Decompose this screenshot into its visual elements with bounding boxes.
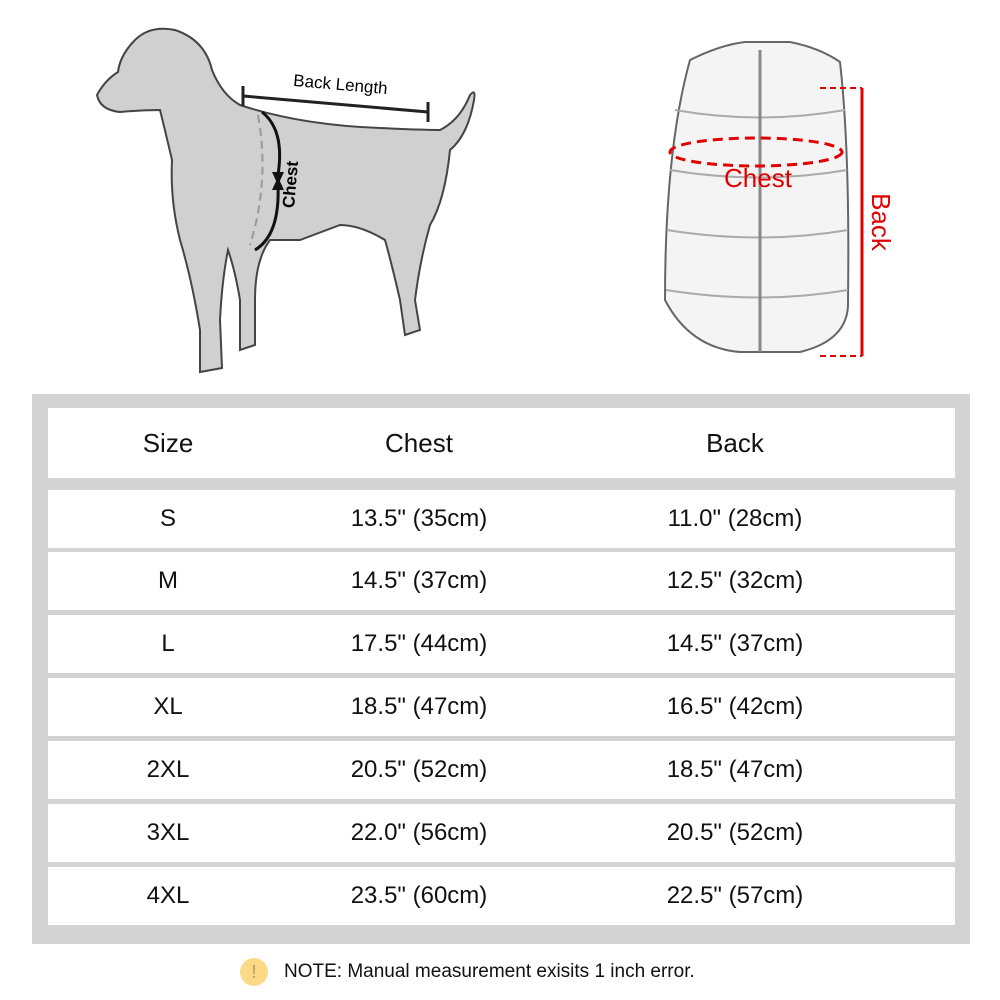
cell-back: 16.5" (42cm) bbox=[666, 693, 804, 720]
dog-silhouette: Back Length Chest bbox=[95, 27, 476, 374]
cell-back: 22.5" (57cm) bbox=[666, 882, 804, 909]
cell-chest: 17.5" (44cm) bbox=[350, 630, 488, 657]
cell-chest: 23.5" (60cm) bbox=[350, 882, 488, 909]
table-row: 3XL 22.0" (56cm) 20.5" (52cm) bbox=[48, 804, 955, 862]
cell-size: XL bbox=[153, 693, 183, 720]
cell-size: M bbox=[158, 567, 178, 594]
cell-size: S bbox=[159, 505, 176, 532]
cell-back: 20.5" (52cm) bbox=[666, 819, 804, 846]
table-row: XL 18.5" (47cm) 16.5" (42cm) bbox=[48, 678, 955, 736]
table-row: 2XL 20.5" (52cm) 18.5" (47cm) bbox=[48, 741, 955, 799]
cell-back: 14.5" (37cm) bbox=[666, 630, 804, 657]
cell-size: 4XL bbox=[146, 882, 190, 909]
header-chest: Chest bbox=[385, 427, 453, 458]
table-row: L 17.5" (44cm) 14.5" (37cm) bbox=[48, 615, 955, 673]
table-row: 4XL 23.5" (60cm) 22.5" (57cm) bbox=[48, 867, 955, 925]
cell-back: 18.5" (47cm) bbox=[666, 756, 804, 783]
cell-chest: 22.0" (56cm) bbox=[350, 819, 488, 846]
cell-chest: 18.5" (47cm) bbox=[350, 693, 488, 720]
back-length-label: Back Length bbox=[293, 71, 389, 98]
note: ! NOTE: Manual measurement exisits 1 inc… bbox=[240, 958, 695, 986]
cell-size: 3XL bbox=[146, 819, 190, 846]
coat-illustration: Chest Back bbox=[663, 41, 896, 357]
cell-chest: 20.5" (52cm) bbox=[350, 756, 488, 783]
size-chart-table: Size Chest Back S 13.5" (35cm) 11.0" (28cm… bbox=[32, 394, 970, 944]
table-row: S 13.5" (35cm) 11.0" (28cm) bbox=[48, 490, 955, 548]
cell-size: L bbox=[161, 630, 175, 657]
note-text: NOTE: Manual measurement exisits 1 inch … bbox=[284, 961, 695, 982]
coat-chest-label: Chest bbox=[724, 163, 793, 193]
cell-back: 12.5" (32cm) bbox=[666, 567, 804, 594]
measurement-illustration: Back Length Chest Chest Back bbox=[95, 27, 896, 374]
header-size: Size bbox=[142, 427, 194, 458]
cell-chest: 13.5" (35cm) bbox=[350, 505, 488, 532]
coat-back-label: Back bbox=[866, 193, 896, 252]
exclamation-icon: ! bbox=[240, 958, 268, 986]
cell-size: 2XL bbox=[146, 756, 190, 783]
table-row: M 14.5" (37cm) 12.5" (32cm) bbox=[48, 552, 955, 610]
cell-back: 11.0" (28cm) bbox=[667, 505, 803, 532]
cell-chest: 14.5" (37cm) bbox=[350, 567, 488, 594]
chest-label: Chest bbox=[279, 160, 302, 209]
header-back: Back bbox=[706, 427, 764, 458]
table-header-row: Size Chest Back bbox=[48, 408, 955, 478]
